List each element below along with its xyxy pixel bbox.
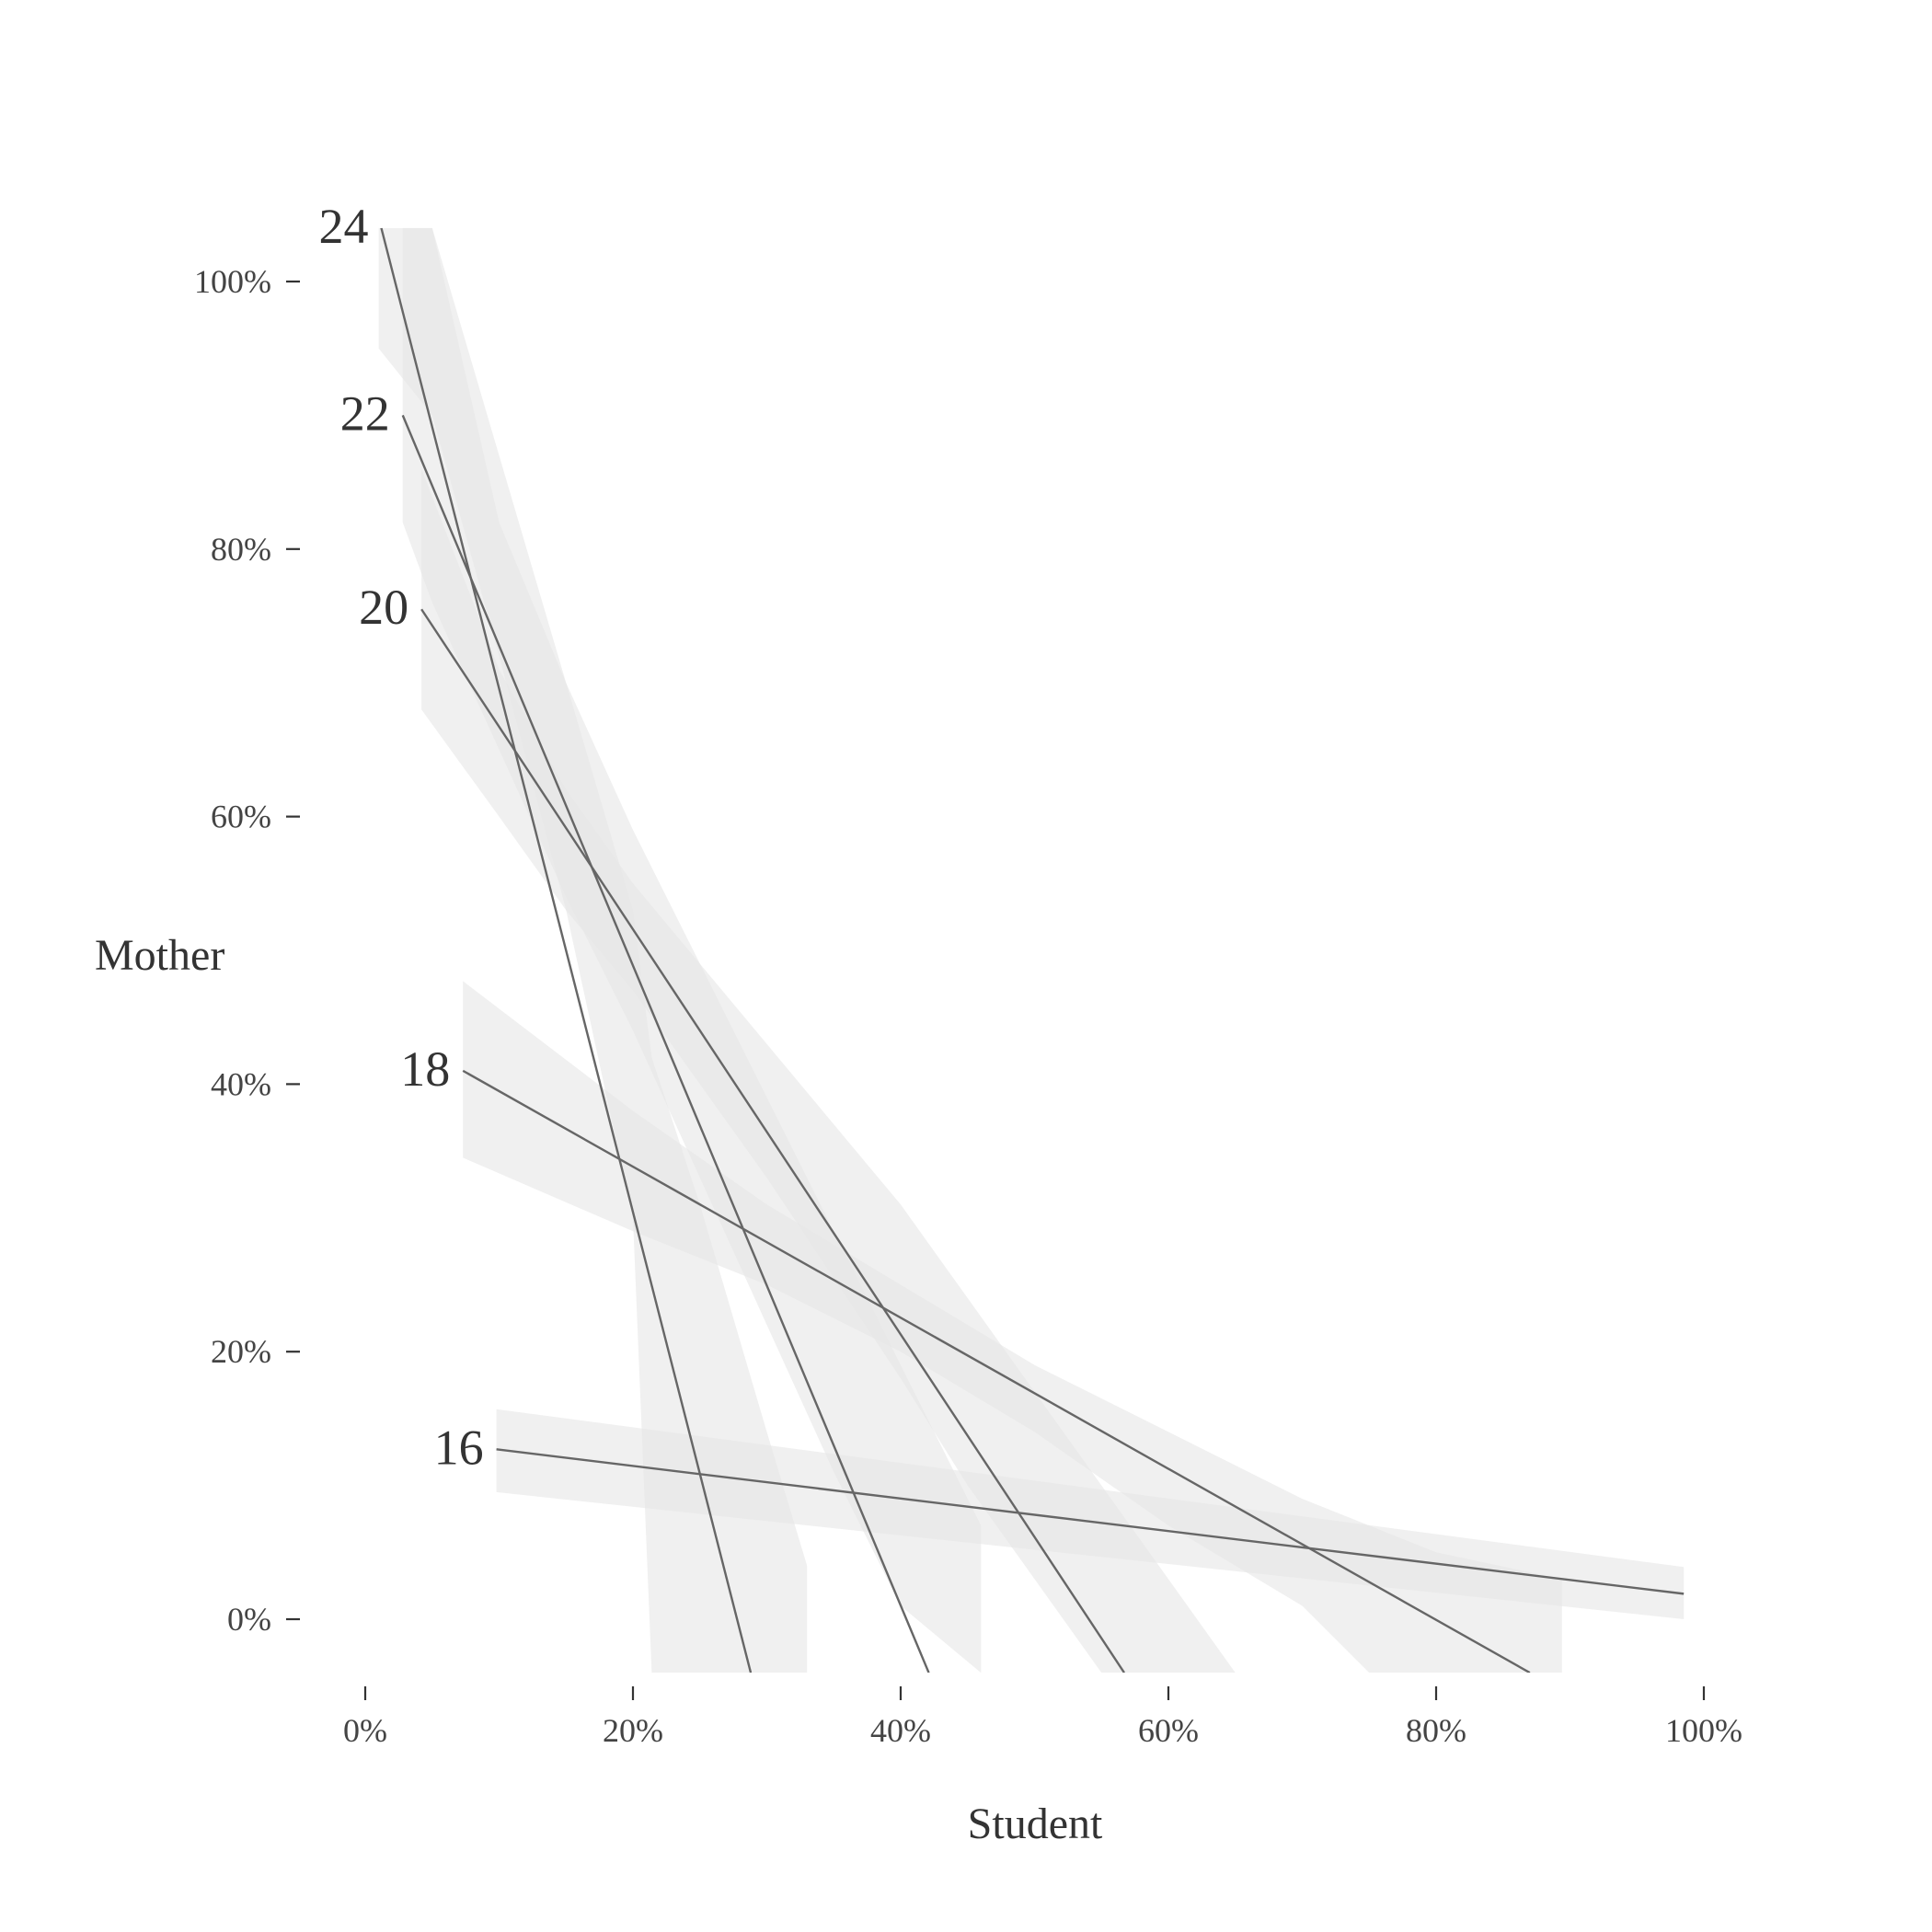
series-lines	[380, 227, 1685, 1673]
band-18	[463, 981, 1562, 1673]
series-label-20: 20	[359, 580, 408, 635]
y-axis: 0% 20% 40% 60% 80% 100%	[194, 263, 300, 1638]
x-axis-title: Student	[968, 1800, 1103, 1848]
x-tick-label: 40%	[870, 1712, 931, 1749]
x-tick-label: 20%	[603, 1712, 663, 1749]
x-tick-label: 100%	[1665, 1712, 1742, 1749]
band-16	[496, 1409, 1685, 1619]
line-24	[380, 227, 753, 1673]
series-label-16: 16	[434, 1420, 484, 1475]
series-labels: 24 22 20 18 16	[319, 199, 484, 1476]
y-tick-label: 60%	[211, 799, 271, 835]
line-18	[462, 1069, 1531, 1673]
series-label-22: 22	[340, 385, 390, 441]
confidence-bands	[378, 227, 1685, 1673]
x-tick-label: 60%	[1138, 1712, 1199, 1749]
y-tick-label: 80%	[211, 531, 271, 568]
y-tick-label: 40%	[211, 1065, 271, 1102]
y-axis-title: Mother	[95, 931, 224, 980]
y-tick-label: 0%	[227, 1601, 271, 1638]
y-tick-label: 20%	[211, 1333, 271, 1370]
x-axis: 0% 20% 40% 60% 80% 100%	[343, 1686, 1742, 1749]
y-tick-label: 100%	[194, 263, 271, 300]
line-22	[401, 414, 930, 1673]
line-20	[420, 608, 1125, 1673]
series-label-18: 18	[400, 1041, 450, 1097]
line-16	[496, 1448, 1685, 1595]
x-tick-label: 80%	[1406, 1712, 1466, 1749]
series-label-24: 24	[319, 199, 369, 254]
x-tick-label: 0%	[343, 1712, 387, 1749]
